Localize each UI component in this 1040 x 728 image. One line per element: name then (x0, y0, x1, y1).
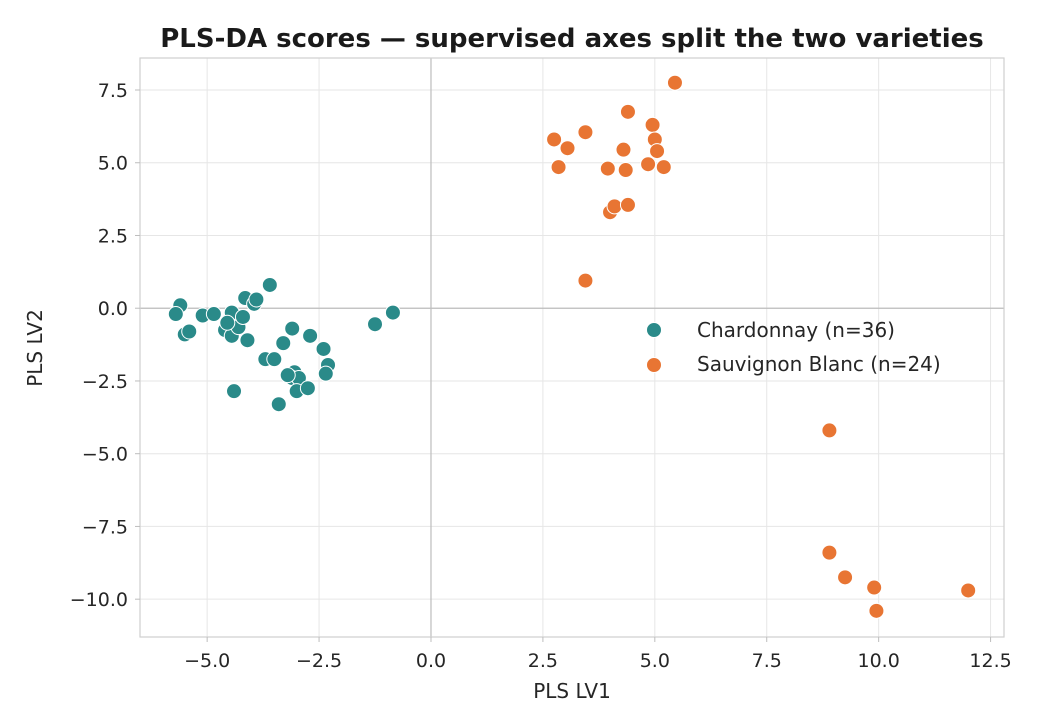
chart-title: PLS-DA scores — supervised axes split th… (160, 24, 984, 54)
data-point (302, 327, 319, 344)
y-tick-label: 7.5 (98, 80, 128, 102)
data-point (284, 320, 301, 337)
data-point (550, 159, 567, 176)
data-point (655, 159, 672, 176)
data-point (868, 602, 885, 619)
x-tick-label: 0.0 (416, 650, 446, 672)
data-point (266, 351, 283, 368)
data-point (837, 569, 854, 586)
x-tick-label: 2.5 (528, 650, 558, 672)
series-sauvignon-blanc (546, 74, 977, 619)
data-point (617, 162, 634, 179)
data-point (619, 103, 636, 120)
x-tick-label: 7.5 (752, 650, 782, 672)
legend-marker-sauvignon-blanc (646, 357, 662, 373)
data-point (239, 332, 256, 349)
x-tick-label: −2.5 (296, 650, 342, 672)
data-point (315, 340, 332, 357)
data-point (275, 335, 292, 352)
y-tick-label: −2.5 (82, 371, 128, 393)
data-point (219, 314, 236, 331)
data-point (640, 156, 657, 173)
data-point (299, 380, 316, 397)
data-point (270, 396, 287, 413)
data-point (317, 365, 334, 382)
legend: Chardonnay (n=36) Sauvignon Blanc (n=24) (646, 318, 941, 376)
legend-label-chardonnay: Chardonnay (n=36) (697, 318, 895, 342)
data-point (577, 272, 594, 289)
y-tick-label: 5.0 (98, 153, 128, 175)
legend-marker-chardonnay (646, 322, 662, 338)
x-tick-label: 5.0 (640, 650, 670, 672)
y-tick-label: 0.0 (98, 298, 128, 320)
data-point (546, 131, 563, 148)
x-axis-label: PLS LV1 (533, 679, 611, 703)
data-point (384, 304, 401, 321)
legend-label-sauvignon-blanc: Sauvignon Blanc (n=24) (697, 352, 941, 376)
x-tick-label: −5.0 (184, 650, 230, 672)
data-point (226, 383, 243, 400)
y-tick-label: −7.5 (82, 516, 128, 538)
data-point (577, 124, 594, 141)
data-point (960, 582, 977, 599)
x-tick-label: 10.0 (857, 650, 899, 672)
data-points (167, 74, 977, 619)
data-point (205, 306, 222, 323)
y-tick-label: 2.5 (98, 225, 128, 247)
data-point (167, 306, 184, 323)
data-point (644, 116, 661, 133)
data-point (261, 276, 278, 293)
data-point (559, 140, 576, 157)
x-tick-label: 12.5 (969, 650, 1011, 672)
data-point (649, 143, 666, 160)
data-point (234, 308, 251, 325)
data-point (599, 160, 616, 177)
data-point (615, 141, 632, 158)
y-axis-label: PLS LV2 (23, 309, 47, 387)
y-tick-label: −5.0 (82, 444, 128, 466)
data-point (821, 422, 838, 439)
data-point (666, 74, 683, 91)
y-axis-ticks: 7.5 5.0 2.5 0.0 −2.5 −5.0 −7.5 −10.0 (70, 80, 140, 611)
data-point (866, 579, 883, 596)
data-point (181, 323, 198, 340)
data-point (248, 291, 265, 308)
data-point (279, 367, 296, 384)
series-chardonnay (167, 276, 401, 413)
data-point (606, 198, 623, 215)
data-point (367, 316, 384, 333)
x-axis-ticks: −5.0 −2.5 0.0 2.5 5.0 7.5 10.0 12.5 (184, 637, 1012, 672)
data-point (619, 196, 636, 213)
plot-frame (139, 57, 1005, 638)
data-point (821, 544, 838, 561)
y-tick-label: −10.0 (70, 589, 128, 611)
